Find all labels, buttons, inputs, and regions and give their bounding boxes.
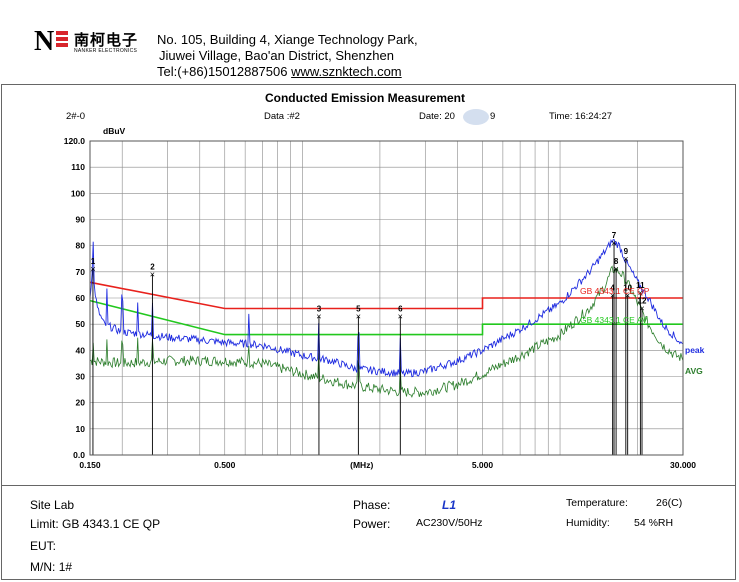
logo-chinese-name: 南柯电子 (74, 31, 139, 49)
report-id: 2#-0 (66, 111, 85, 122)
marker-label: 5 (356, 304, 361, 313)
date-label: Date: 20 (419, 111, 455, 122)
av-limit-label: GB 4343.1 CE AV (580, 315, 648, 325)
y-tick-label: 0.0 (73, 450, 85, 460)
y-tick-label: 50 (76, 319, 86, 329)
date-tail: 9 (490, 111, 495, 122)
marker-label: 2 (150, 262, 155, 271)
logo-n-glyph: N (34, 26, 55, 57)
y-tick-label: 100 (71, 188, 85, 198)
power-value: AC230V/50Hz (416, 517, 483, 529)
marker-label: 9 (624, 247, 629, 256)
limit-label: Limit: GB 4343.1 CE QP (30, 517, 161, 531)
plot-border (89, 140, 684, 456)
test-info-panel: Site Lab Limit: GB 4343.1 CE QP EUT: M/N… (1, 486, 736, 580)
marker-x: × (316, 311, 321, 321)
phase-value: L1 (442, 498, 457, 512)
y-axis-unit: dBuV (103, 126, 126, 136)
y-tick-label: 120.0 (64, 136, 86, 146)
peak-label: peak (685, 345, 705, 355)
website-link[interactable]: www.sznktech.com (291, 64, 402, 79)
y-tick-label: 70 (76, 267, 86, 277)
emission-chart: Conducted Emission Measurement 2#-0 Data… (64, 91, 705, 470)
marker-label: 10 (623, 283, 632, 292)
x-tick-label: 0.150 (79, 460, 101, 470)
address-line-2: Jiuwei Village, Bao'an District, Shenzhe… (159, 48, 394, 63)
line-labels: GB 4343.1 CE QP GB 4343.1 CE AV peak AVG (580, 286, 705, 376)
marker-x: × (356, 311, 361, 321)
marker-x: × (625, 290, 630, 300)
y-tick-label: 60 (76, 293, 86, 303)
marker-x: × (398, 311, 403, 321)
x-tick-label: 30.000 (670, 460, 696, 470)
y-tick-label: 20 (76, 398, 86, 408)
marker-label: 12 (638, 296, 647, 305)
marker-x: × (613, 264, 618, 274)
marker-x: × (638, 288, 643, 298)
power-label: Power: (353, 517, 391, 531)
chart-title: Conducted Emission Measurement (265, 91, 465, 105)
report-frame (1, 84, 736, 486)
company-logo: N 南柯电子 NANKER ELECTRONICS (34, 28, 152, 58)
logo-english-name: NANKER ELECTRONICS (74, 48, 138, 54)
marker-x: × (623, 254, 628, 264)
temperature-value: 26(C) (656, 497, 683, 509)
x-tick-label: (MHz) (350, 460, 373, 470)
measurement-traces (89, 239, 684, 398)
marker-label: 11 (636, 281, 645, 290)
peak-trace (89, 239, 684, 378)
x-tick-label: 5.000 (472, 460, 494, 470)
y-tick-label: 80 (76, 241, 86, 251)
marker-label: 3 (317, 304, 322, 313)
mn-label: M/N: 1# (30, 560, 73, 574)
y-tick-label: 40 (76, 345, 86, 355)
y-tick-label: 10 (76, 424, 86, 434)
avg-label: AVG (685, 366, 703, 376)
logo-stripes (56, 31, 68, 53)
marker-label: 8 (614, 257, 619, 266)
x-tick-label: 0.500 (214, 460, 236, 470)
data-label: Data :#2 (264, 111, 300, 122)
humidity-label: Humidity: (566, 517, 610, 529)
marker-x: × (611, 238, 616, 248)
marker-x: × (150, 269, 155, 279)
temperature-label: Temperature: (566, 497, 628, 509)
marker-label: 6 (398, 304, 403, 313)
marker-group: ×1×2×3×4×5×6×7×8 ×9×10 ×11×12 (90, 231, 647, 455)
y-axis-labels: 0.0 10 20 30 40 50 60 70 80 90 100 110 120.0 (64, 136, 86, 460)
humidity-value: 54 %RH (634, 517, 674, 529)
y-tick-label: 90 (76, 215, 86, 225)
y-tick-label: 30 (76, 372, 86, 382)
marker-x: × (610, 290, 615, 300)
date-redaction (463, 109, 489, 125)
qp-limit-line (89, 281, 683, 310)
marker-x: × (90, 264, 95, 274)
address-line-1: No. 105, Building 4, Xiange Technology P… (157, 32, 418, 47)
marker-label: 7 (612, 231, 617, 240)
av-limit-line (89, 299, 683, 336)
x-axis-labels: 0.150 0.500 (MHz) 5.000 30.000 (79, 460, 696, 470)
qp-limit-label: GB 4343.1 CE QP (580, 286, 650, 296)
avg-trace (89, 265, 684, 398)
site-label: Site Lab (30, 498, 75, 512)
marker-x: × (639, 303, 644, 313)
marker-label: 4 (610, 283, 615, 292)
phase-label: Phase: (353, 498, 391, 512)
contact-line: Tel:(+86)15012887506 www.sznktech.com (157, 64, 418, 80)
tel-number: Tel:(+86)15012887506 (157, 64, 288, 79)
limit-lines (89, 281, 683, 336)
company-address: No. 105, Building 4, Xiange Technology P… (157, 32, 418, 80)
marker-label: 1 (91, 257, 96, 266)
y-tick-label: 110 (71, 162, 85, 172)
eut-label: EUT: (30, 539, 57, 553)
time-label: Time: 16:24:27 (549, 111, 612, 122)
